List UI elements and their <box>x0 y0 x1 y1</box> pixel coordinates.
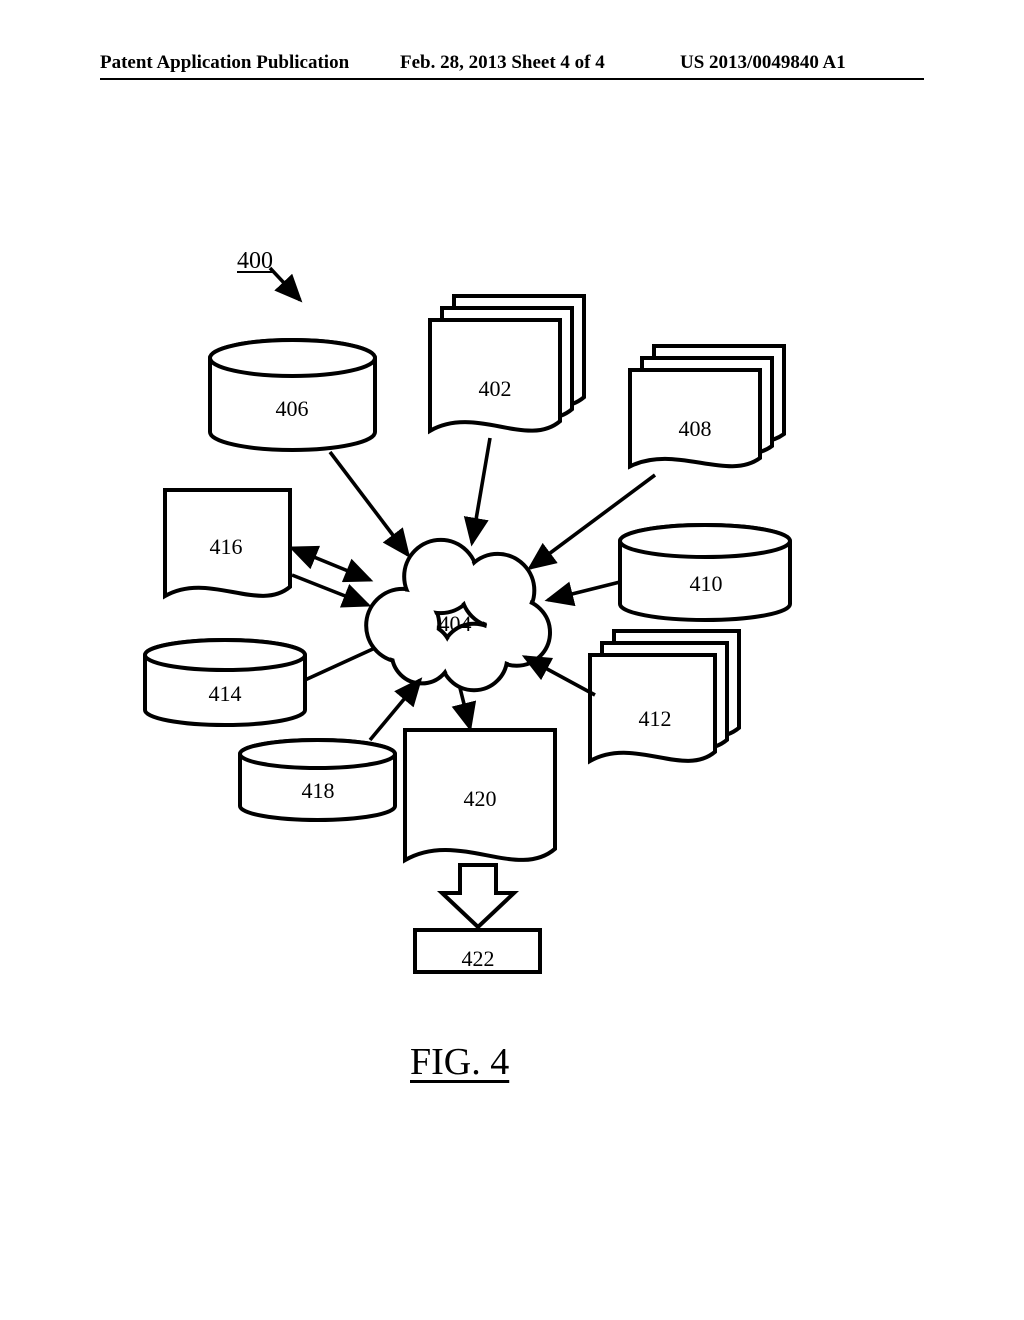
ref-404: 404 <box>425 611 485 637</box>
ref-410: 410 <box>676 571 736 597</box>
ref-402: 402 <box>465 376 525 402</box>
diagram-canvas <box>0 0 1024 1320</box>
ref-408: 408 <box>665 416 725 442</box>
ref-422: 422 <box>448 946 508 972</box>
ref-418: 418 <box>288 778 348 804</box>
ref-414: 414 <box>195 681 255 707</box>
ref-416: 416 <box>196 534 256 560</box>
figure-caption: FIG. 4 <box>410 1040 509 1084</box>
ref-420: 420 <box>450 786 510 812</box>
system-reference-400: 400 <box>225 248 285 275</box>
ref-406: 406 <box>262 396 322 422</box>
ref-412: 412 <box>625 706 685 732</box>
